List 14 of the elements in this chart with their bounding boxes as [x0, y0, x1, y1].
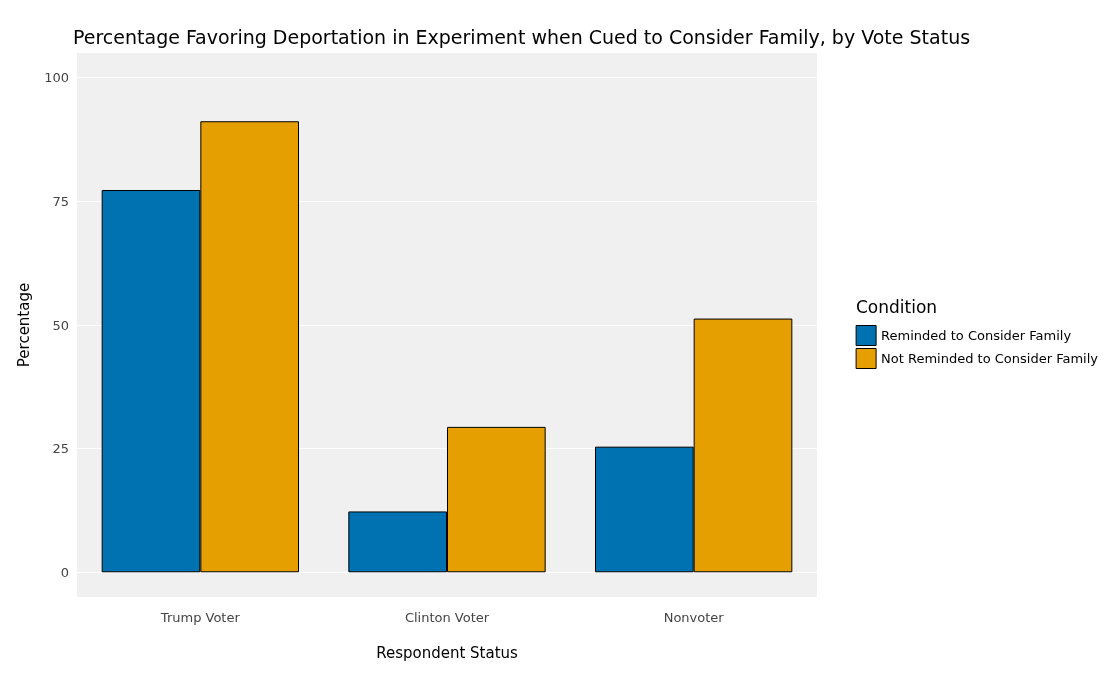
y-axis-title: Percentage — [14, 282, 33, 368]
y-tick-label: 50 — [52, 317, 69, 333]
legend-label: Reminded to Consider Family — [881, 328, 1072, 343]
x-tick-label: Clinton Voter — [404, 610, 490, 625]
y-tick-label: 100 — [44, 70, 69, 86]
legend-label: Not Reminded to Consider Family — [881, 351, 1099, 366]
x-tick-label: Nonvoter — [663, 610, 725, 625]
y-tick-label: 25 — [52, 441, 69, 457]
chart-title: Percentage Favoring Deportation in Experiment when Cued to Consider Family, by Vote Status — [73, 25, 971, 48]
y-tick-label: 75 — [52, 193, 69, 209]
y-tick-label: 0 — [60, 564, 69, 580]
x-tick-label: Trump Voter — [159, 610, 241, 625]
x-axis-title: Respondent Status — [376, 643, 519, 662]
legend-title: Condition — [856, 296, 938, 317]
